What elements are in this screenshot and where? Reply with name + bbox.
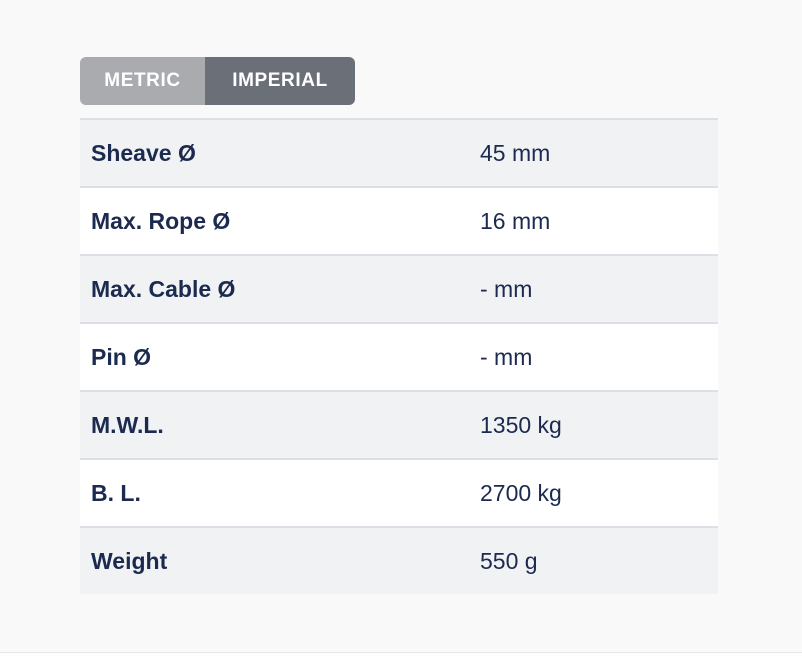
table-row: B. L. 2700 kg: [80, 458, 718, 526]
table-row: Max. Rope Ø 16 mm: [80, 186, 718, 254]
spec-table: Sheave Ø 45 mm Max. Rope Ø 16 mm Max. Ca…: [80, 118, 718, 594]
row-label: Max. Cable Ø: [91, 275, 236, 302]
row-label: Weight: [91, 547, 168, 574]
table-row: Max. Cable Ø - mm: [80, 254, 718, 322]
row-value: - mm: [480, 275, 533, 302]
table-row: Weight 550 g: [80, 526, 718, 594]
metric-toggle-button[interactable]: METRIC: [80, 57, 205, 105]
row-value: 2700 kg: [480, 479, 562, 506]
row-label: Sheave Ø: [91, 139, 196, 166]
imperial-toggle-button[interactable]: IMPERIAL: [205, 57, 355, 105]
row-label: Max. Rope Ø: [91, 207, 231, 234]
table-row: Sheave Ø 45 mm: [80, 118, 718, 186]
row-value: 16 mm: [480, 207, 551, 234]
row-label: M.W.L.: [91, 411, 164, 438]
unit-toggle: METRIC IMPERIAL: [80, 57, 355, 105]
row-value: 45 mm: [480, 139, 551, 166]
table-row: Pin Ø - mm: [80, 322, 718, 390]
table-row: M.W.L. 1350 kg: [80, 390, 718, 458]
row-value: - mm: [480, 343, 533, 370]
row-value: 550 g: [480, 547, 538, 574]
row-value: 1350 kg: [480, 411, 562, 438]
row-label: Pin Ø: [91, 343, 152, 370]
row-label: B. L.: [91, 479, 141, 506]
bottom-edge-strip: [0, 652, 802, 656]
